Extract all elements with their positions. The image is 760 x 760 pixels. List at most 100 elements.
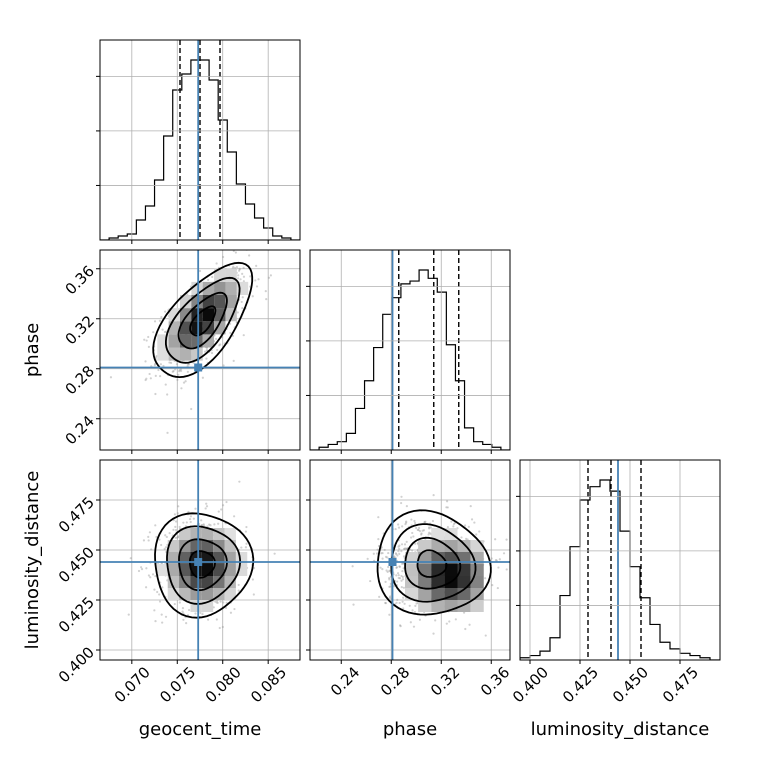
density-cell-2-3-1 (418, 588, 432, 600)
sample-point-2-569 (398, 565, 401, 568)
ytick-label-luminosity_distance-0: 0.400 (55, 643, 98, 686)
sample-point-0-197 (238, 268, 241, 271)
hist-bar-0-5 (145, 206, 154, 240)
sample-point-2-286 (384, 601, 387, 605)
hist-bar-2-7 (590, 487, 600, 660)
sample-point-1-88 (221, 504, 225, 507)
sample-point-2-169 (469, 505, 472, 508)
sample-point-1-114 (240, 546, 243, 549)
sample-point-0-115 (254, 279, 257, 282)
hist-bar-1-19 (483, 444, 492, 450)
density-cell-1-2-1 (179, 588, 191, 600)
sample-point-0-343 (171, 370, 174, 373)
density-cell-1-5-1 (213, 588, 225, 600)
sample-point-0-510 (201, 376, 204, 379)
hist-bar-0-14 (227, 152, 236, 240)
density-cell-2-7-1 (470, 588, 484, 600)
density-cell-0-3-1 (191, 347, 203, 361)
sample-point-1-128 (142, 539, 146, 542)
sample-point-2-402 (452, 525, 455, 528)
sample-point-2-459 (401, 570, 404, 573)
panel-1-0-frame (99, 249, 301, 451)
hist-bar-1-6 (365, 381, 374, 450)
sample-point-2-260 (411, 609, 414, 612)
sample-point-0-333 (153, 363, 156, 367)
sample-point-2-282 (424, 520, 427, 523)
xtick-label-geocent_time-0: 0.070 (111, 663, 154, 706)
sample-point-2-25 (450, 520, 453, 523)
sample-point-1-650 (192, 517, 195, 520)
sample-point-1-82 (164, 615, 168, 618)
sample-point-2-533 (505, 538, 508, 541)
sample-point-0-544 (210, 351, 214, 355)
sample-point-0-248 (152, 331, 155, 334)
sample-point-2-603 (415, 602, 418, 605)
density-cell-2-4-2 (431, 576, 445, 588)
hist-bar-0-6 (155, 180, 164, 240)
contour-0-0 (189, 305, 217, 337)
sample-point-0-647 (153, 320, 157, 323)
hist-bar-1-10 (401, 284, 410, 450)
sample-point-2-605 (380, 552, 383, 555)
density-cell-0-4-4 (202, 308, 215, 322)
sample-point-0-149 (214, 337, 218, 340)
histogram-geocent_time (100, 40, 300, 240)
density-cell-1-6-1 (224, 588, 236, 600)
sample-point-2-227 (428, 531, 431, 534)
sample-point-1-372 (176, 536, 179, 539)
sample-point-1-155 (164, 534, 167, 537)
sample-point-2-415 (434, 619, 437, 622)
sample-point-1-87 (251, 578, 255, 581)
sample-point-1-609 (181, 606, 185, 610)
sample-point-0-87 (143, 338, 146, 341)
sample-point-2-252 (405, 505, 408, 508)
sample-point-2-390 (460, 536, 463, 539)
sample-point-2-604 (389, 595, 392, 598)
sample-point-2-175 (384, 555, 388, 559)
sample-point-1-670 (204, 507, 207, 510)
sample-point-0-382 (222, 364, 225, 367)
sample-point-2-215 (452, 523, 456, 526)
sample-point-1-570 (194, 507, 197, 510)
sample-point-2-191 (399, 624, 402, 628)
density-cell-1-2-4 (179, 552, 191, 564)
yaxis-label-luminosity_distance: luminosity_distance (22, 471, 43, 650)
xtick-label-luminosity_distance-2: 0.450 (609, 663, 652, 706)
sample-point-0-116 (177, 373, 180, 376)
truth-marker-2 (388, 558, 397, 566)
density-cell-1-3-1 (190, 588, 202, 600)
sample-point-2-91 (394, 552, 397, 555)
sample-point-0-217 (240, 300, 243, 304)
ytick-label-luminosity_distance-1: 0.425 (55, 593, 98, 636)
sample-point-1-81 (220, 508, 223, 511)
sample-point-0-349 (255, 264, 258, 267)
sample-point-0-189 (145, 339, 148, 342)
sample-point-0-221 (221, 255, 225, 259)
sample-point-2-164 (397, 545, 400, 548)
sample-point-1-666 (214, 600, 217, 603)
sample-point-2-21 (416, 528, 419, 531)
sample-point-2-615 (420, 532, 423, 535)
sample-point-2-572 (388, 569, 391, 572)
sample-point-1-543 (273, 552, 276, 555)
sample-point-1-558 (173, 602, 176, 606)
hist-bar-0-16 (245, 204, 254, 240)
hist-bar-0-11 (200, 60, 209, 240)
sample-point-1-603 (161, 621, 164, 624)
sample-point-1-90 (244, 546, 248, 549)
density-cell-2-4-1 (431, 588, 445, 600)
sample-point-2-485 (384, 580, 387, 584)
sample-point-2-584 (413, 519, 416, 523)
sample-point-0-231 (215, 262, 218, 265)
sample-point-1-393 (202, 523, 205, 526)
density-cell-0-6-4 (225, 308, 237, 322)
hist-bar-2-5 (570, 547, 580, 660)
sample-point-0-109 (174, 368, 177, 371)
sample-point-2-471 (464, 627, 467, 631)
density-cell-2-7-0 (470, 600, 484, 612)
panel-2-1-frame (309, 459, 511, 661)
sample-point-2-383 (377, 538, 380, 541)
sample-point-1-265 (189, 520, 192, 524)
sample-point-1-545 (158, 593, 161, 596)
hist-bar-0-9 (182, 74, 191, 240)
